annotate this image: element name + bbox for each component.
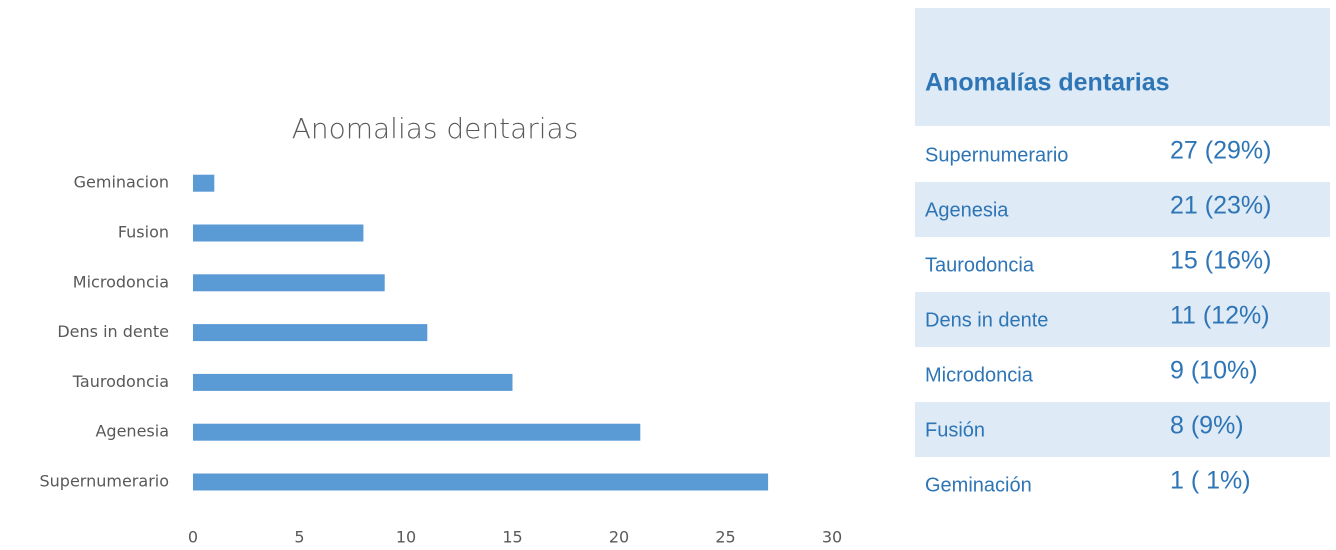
table-header — [915, 8, 1330, 126]
row-label: Taurodoncia — [925, 254, 1035, 276]
bar — [193, 373, 513, 391]
x-tick-label: 15 — [502, 528, 522, 547]
table-row — [915, 292, 1330, 347]
x-tick-label: 30 — [822, 528, 842, 547]
row-label: Supernumerario — [925, 144, 1068, 166]
row-label: Geminación — [925, 474, 1032, 496]
table-row — [915, 402, 1330, 457]
row-label: Microdoncia — [925, 364, 1034, 386]
y-tick-label: Dens in dente — [57, 322, 169, 341]
y-tick-label: Agenesia — [95, 422, 169, 441]
bar — [193, 473, 769, 491]
row-value: 21 (23%) — [1170, 192, 1271, 220]
table-row — [915, 237, 1330, 292]
row-value: 27 (29%) — [1170, 137, 1271, 165]
table-row — [915, 347, 1330, 402]
row-label: Fusión — [925, 419, 985, 441]
y-tick-label: Microdoncia — [73, 272, 169, 291]
x-tick-label: 5 — [294, 528, 304, 547]
bar — [193, 224, 364, 242]
table-title: Anomalías dentarias — [925, 69, 1170, 97]
y-tick-label: Taurodoncia — [72, 372, 169, 391]
row-value: 11 (12%) — [1170, 302, 1270, 330]
x-tick-label: 10 — [396, 528, 416, 547]
table-row — [915, 182, 1330, 237]
y-tick-label: Supernumerario — [40, 472, 170, 491]
row-value: 9 (10%) — [1170, 357, 1258, 385]
bar — [193, 274, 385, 292]
row-value: 8 (9%) — [1170, 412, 1244, 440]
row-label: Agenesia — [925, 199, 1009, 221]
x-tick-label: 0 — [188, 528, 198, 547]
x-tick-label: 25 — [715, 528, 735, 547]
x-tick-label: 20 — [609, 528, 629, 547]
row-label: Dens in dente — [925, 309, 1048, 331]
table-row — [915, 457, 1330, 512]
row-value: 15 (16%) — [1170, 247, 1271, 275]
table-row — [915, 127, 1330, 182]
y-tick-label: Geminacion — [74, 173, 169, 192]
row-value: 1 ( 1%) — [1170, 467, 1251, 495]
bar — [193, 324, 428, 342]
bar — [193, 423, 641, 441]
bar — [193, 174, 215, 192]
y-tick-label: Fusion — [118, 223, 169, 242]
chart-title: Anomalias dentarias — [292, 112, 579, 145]
